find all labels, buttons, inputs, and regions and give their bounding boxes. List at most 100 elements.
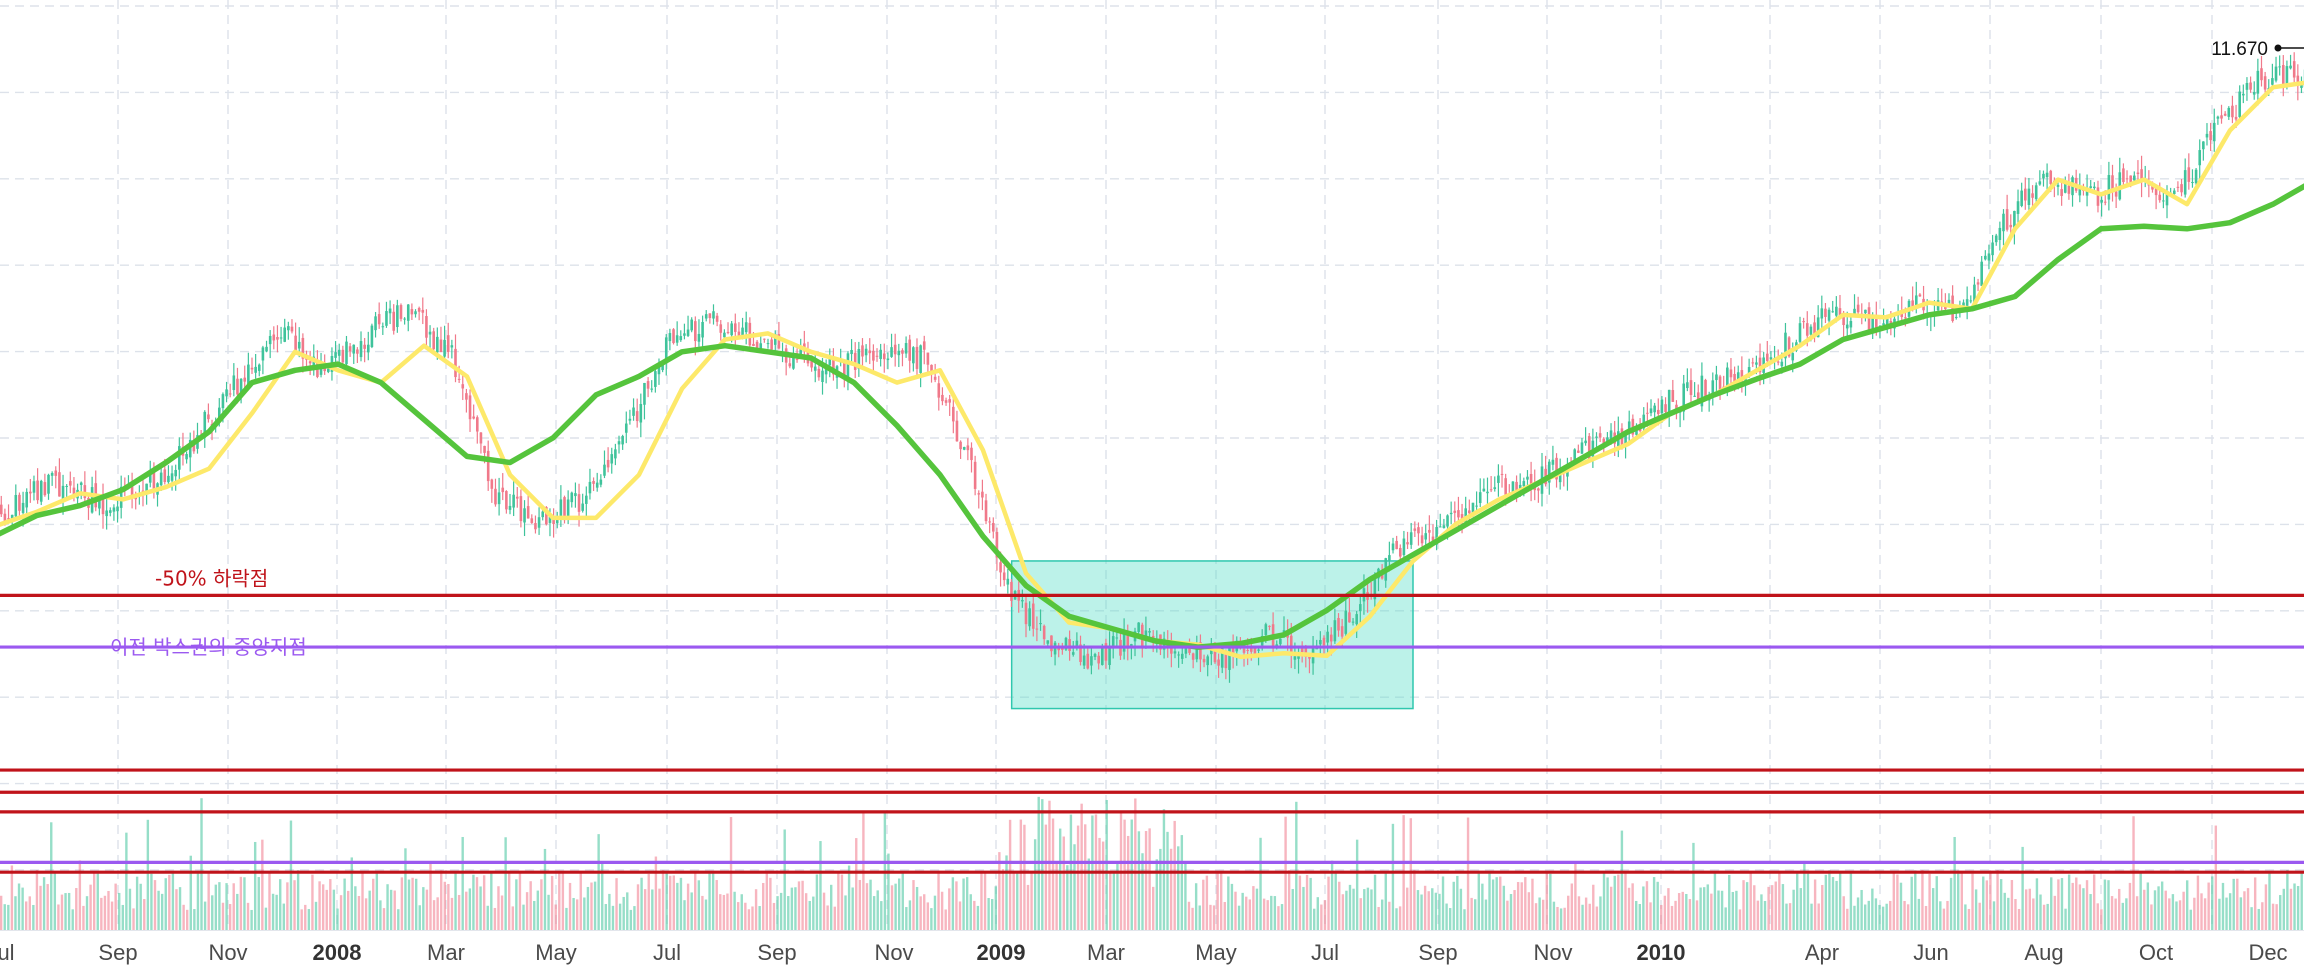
- volume-bar: [2185, 880, 2189, 930]
- volume-bar: [78, 860, 82, 930]
- volume-bar: [214, 884, 218, 930]
- candle-body: [2278, 66, 2281, 68]
- candle-body: [574, 493, 577, 497]
- volume-bar: [822, 892, 826, 930]
- volume-bar: [812, 896, 815, 930]
- volume-bar: [1248, 899, 1252, 930]
- volume-bar: [1910, 876, 1913, 930]
- volume-bar: [1985, 880, 1989, 930]
- volume-bar: [1395, 908, 1398, 930]
- volume-bar: [1570, 883, 1574, 930]
- volume-bar: [572, 897, 575, 930]
- volume-bar: [21, 887, 24, 930]
- x-axis-background: [0, 930, 2304, 976]
- volume-bar: [2250, 907, 2253, 930]
- volume-bar: [490, 873, 493, 930]
- volume-bar: [404, 848, 407, 930]
- candle-body: [7, 518, 10, 520]
- candle-body: [1918, 294, 1922, 297]
- volume-bar: [547, 894, 550, 930]
- volume-bar: [2296, 886, 2300, 930]
- volume-bar: [1753, 885, 1756, 930]
- candle-body: [1805, 323, 1809, 336]
- candle-body: [396, 305, 399, 328]
- volume-bar: [414, 878, 418, 930]
- volume-bar: [1030, 871, 1033, 930]
- volume-bar: [1813, 879, 1817, 930]
- volume-bar: [726, 893, 729, 930]
- candle-body: [741, 327, 744, 337]
- volume-bar: [1377, 906, 1380, 930]
- candle-body: [712, 311, 715, 319]
- volume-bar: [107, 890, 110, 930]
- volume-bar: [92, 872, 96, 930]
- candle-body: [966, 445, 970, 451]
- candle-body: [1497, 475, 1500, 483]
- candle-body: [308, 361, 312, 364]
- candle-body: [708, 313, 712, 319]
- candle-body: [2125, 178, 2129, 180]
- volume-bar: [1699, 887, 1702, 930]
- candle-body: [1279, 638, 1282, 645]
- candle-body: [603, 464, 606, 476]
- volume-bar: [1413, 870, 1416, 930]
- candle-body: [922, 341, 926, 350]
- volume-bar: [2021, 846, 2024, 930]
- volume-bar: [654, 856, 658, 930]
- candle-body: [1333, 620, 1337, 642]
- volume-bar: [354, 886, 357, 930]
- candle-body: [403, 318, 406, 320]
- volume-bar: [1398, 906, 1402, 930]
- volume-bar: [1549, 873, 1552, 930]
- volume-bar: [776, 896, 779, 930]
- volume-bar: [293, 880, 296, 930]
- candle-body: [1359, 604, 1362, 612]
- volume-bar: [1674, 900, 1677, 930]
- volume-bar: [89, 884, 92, 930]
- volume-bar: [636, 884, 640, 930]
- volume-bar: [1327, 876, 1330, 930]
- volume-bar: [2103, 879, 2107, 930]
- candle-body: [2180, 184, 2183, 193]
- volume-bar: [7, 904, 10, 930]
- candle-body: [948, 399, 951, 403]
- candle-body: [1090, 656, 1093, 666]
- volume-bar: [311, 874, 314, 930]
- candle-body: [701, 321, 704, 338]
- candle-body: [348, 346, 352, 352]
- candle-body: [886, 358, 890, 361]
- volume-bar: [200, 798, 203, 930]
- candle-body: [2027, 188, 2031, 206]
- volume-bar: [2168, 898, 2171, 930]
- candle-body: [148, 471, 152, 483]
- candle-body: [410, 309, 414, 315]
- volume-bar: [1291, 888, 1294, 930]
- volume-bar: [114, 883, 117, 930]
- candle-body: [43, 482, 47, 496]
- candle-body: [1715, 374, 1718, 381]
- candle-body: [632, 407, 635, 416]
- volume-bar: [908, 900, 912, 930]
- candle-body: [1744, 377, 1747, 382]
- candle-body: [159, 472, 163, 486]
- candle-body: [1228, 648, 1231, 670]
- candle-body: [14, 494, 18, 517]
- volume-bar: [164, 878, 167, 930]
- volume-bar: [1627, 887, 1631, 930]
- volume-bar: [2146, 882, 2150, 930]
- volume-bar: [1803, 860, 1806, 930]
- volume-bar: [1155, 859, 1158, 930]
- candle-body: [381, 326, 385, 328]
- volume-bar: [2039, 894, 2042, 930]
- volume-bar: [1856, 897, 1860, 930]
- x-tick-label-14: Nov: [1533, 940, 1572, 965]
- volume-bar: [976, 905, 980, 930]
- volume-bar: [1842, 896, 1845, 930]
- volume-bar: [1824, 874, 1828, 930]
- volume-bar: [1359, 898, 1362, 930]
- candle-body: [2176, 186, 2180, 188]
- candle-body: [828, 357, 832, 366]
- candle-body: [36, 480, 39, 501]
- volume-bar: [790, 887, 794, 930]
